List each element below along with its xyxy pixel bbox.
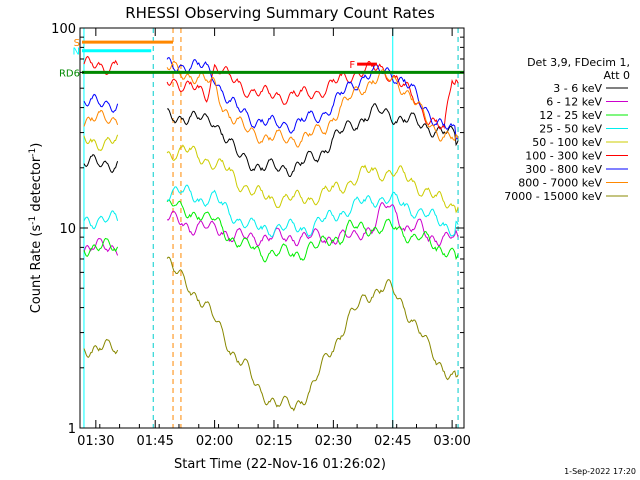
series-line-1 xyxy=(83,201,459,256)
y-axis: 1 10 100 xyxy=(51,22,464,437)
y-axis-label-mid: detector xyxy=(29,156,44,216)
x-tick-label-3: 02:15 xyxy=(255,434,292,449)
flag-label-3: RD6 xyxy=(59,68,80,79)
x-tick-label-6: 03:00 xyxy=(433,434,470,449)
y-axis-label-exp1: -1 xyxy=(28,216,38,225)
y-tick-label-1: 10 xyxy=(59,222,76,237)
flag-label-1: N xyxy=(72,47,79,58)
legend-label-4: 50 - 100 keV xyxy=(532,136,602,149)
y-tick-label-0: 1 xyxy=(68,422,76,437)
series-lines xyxy=(83,55,459,412)
series-line-4 xyxy=(83,134,459,214)
legend-label-7: 800 - 7000 keV xyxy=(518,177,602,190)
x-axis-label: Start Time (22-Nov-16 01:26:02) xyxy=(174,457,386,472)
legend-label-2: 12 - 25 keV xyxy=(539,109,602,122)
y-axis-label-main: Count Rate (s xyxy=(29,225,44,314)
legend-label-1: 6 - 12 keV xyxy=(546,96,602,109)
y-tick-label-2: 100 xyxy=(51,22,76,37)
x-tick-label-4: 02:30 xyxy=(315,434,352,449)
y-axis-label-exp2: -1 xyxy=(28,148,38,157)
series-line-8 xyxy=(83,256,459,412)
x-tick-label-5: 02:45 xyxy=(374,434,411,449)
y-axis-label-close: ) xyxy=(29,143,44,148)
series-line-3 xyxy=(83,184,459,238)
legend-header-0: Det 3,9, FDecim 1, xyxy=(527,56,630,69)
flag-label-0: S xyxy=(74,38,80,49)
legend-label-0: 3 - 6 keV xyxy=(553,82,602,95)
chart-title: RHESSI Observing Summary Count Rates xyxy=(125,4,435,22)
x-tick-label-2: 02:00 xyxy=(196,434,233,449)
legend-label-8: 7000 - 15000 keV xyxy=(504,190,602,203)
legend-label-6: 300 - 800 keV xyxy=(525,163,602,176)
legend-header-1: Att 0 xyxy=(604,69,630,82)
generated-timestamp: 1-Sep-2022 17:20 xyxy=(564,467,636,476)
x-tick-label-1: 01:45 xyxy=(136,434,173,449)
x-axis: 01:30 01:45 02:00 02:15 02:30 02:45 03:00 xyxy=(77,28,471,449)
series-line-7 xyxy=(83,60,459,148)
series-line-2 xyxy=(83,199,459,263)
y-axis-label: Count Rate (s-1 detector-1) xyxy=(28,143,44,314)
x-tick-label-0: 01:30 xyxy=(77,434,114,449)
flag-label-2: F xyxy=(349,60,355,71)
series-line-0 xyxy=(83,103,459,178)
legend-label-5: 100 - 300 keV xyxy=(525,150,602,163)
legend-label-3: 25 - 50 keV xyxy=(539,123,602,136)
status-flags: SN F RD6 xyxy=(59,38,464,79)
